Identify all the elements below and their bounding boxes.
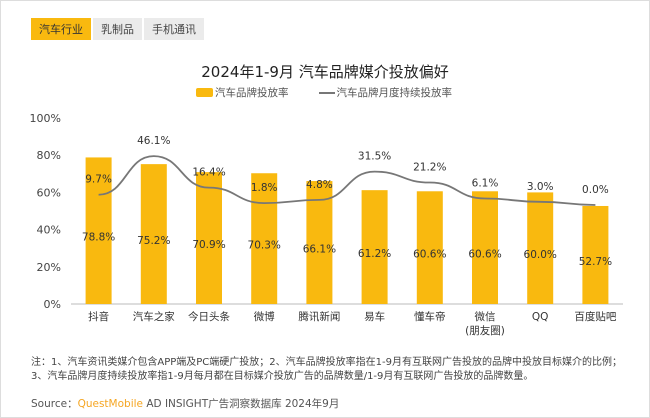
line-label: 4.8% (306, 179, 333, 191)
x-tick-label: QQ (532, 311, 549, 323)
bar (251, 173, 278, 304)
industry-tabs: 汽车行业 乳制品 手机通讯 (31, 18, 204, 40)
bar-label: 61.2% (358, 248, 391, 260)
line-label: 31.5% (358, 151, 391, 163)
legend-bar: 汽车品牌投放率 (196, 85, 289, 100)
bar-label: 66.1% (303, 244, 336, 256)
bar-label: 52.7% (579, 256, 612, 268)
bar (527, 192, 554, 304)
bar (140, 164, 167, 304)
bar-label: 60.6% (413, 249, 446, 261)
bar (416, 191, 443, 304)
x-tick-label: 腾讯新闻 (298, 310, 340, 323)
bar-label: 60.0% (524, 249, 557, 261)
bar (306, 181, 333, 304)
footnote: 注：1、汽车资讯类媒介包含APP端及PC端硬广投放；2、汽车品牌投放率指在1-9… (31, 357, 622, 382)
y-tick-label: 80% (37, 149, 61, 162)
line-label: 21.2% (413, 162, 446, 174)
bar-label: 70.3% (248, 240, 281, 252)
x-tick-label: 今日头条 (188, 310, 230, 323)
brand-name: QuestMobile (77, 398, 143, 410)
line-label: 46.1% (137, 135, 170, 147)
bar-label: 75.2% (137, 235, 170, 247)
tab-dairy[interactable]: 乳制品 (93, 18, 142, 40)
y-tick-label: 100% (30, 112, 61, 125)
x-tick-label: 易车 (364, 310, 385, 323)
line-label: 0.0% (582, 184, 609, 196)
y-tick-label: 0% (44, 298, 61, 311)
bar (196, 172, 222, 304)
line-label: 16.4% (192, 167, 225, 179)
x-tick-label: 抖音 (88, 310, 109, 323)
line-label: 9.7% (85, 174, 112, 186)
x-tick-label: 懂车帝 (414, 310, 446, 323)
source: Source：QuestMobile AD INSIGHT广告洞察数据库 202… (31, 398, 340, 410)
legend-line: 汽车品牌月度持续投放率 (318, 85, 452, 100)
bar (582, 205, 609, 304)
bar-label: 70.9% (192, 239, 225, 251)
x-tick-label: 百度贴吧 (574, 310, 616, 323)
chart-svg: 0% 20% 40% 60% 80% 100% 78.8% 抖音 75.2% 汽车之家 70.9% 今… (30, 112, 623, 337)
y-tick-label: 40% (37, 224, 61, 237)
line-label: 1.8% (251, 182, 278, 194)
bar (85, 157, 112, 304)
x-tick-label: (朋友圈) (465, 324, 505, 337)
tab-phone[interactable]: 手机通讯 (144, 18, 204, 40)
tab-auto[interactable]: 汽车行业 (31, 18, 91, 40)
line-label: 6.1% (472, 178, 499, 190)
y-tick-label: 20% (37, 261, 61, 274)
bar (472, 191, 498, 304)
bar-label: 60.6% (468, 249, 501, 261)
x-tick-label: 微信 (475, 310, 496, 323)
x-tick-label: 微博 (254, 310, 275, 323)
bar-label: 78.8% (82, 232, 115, 244)
line-label: 3.0% (527, 181, 554, 193)
line-series (98, 155, 596, 206)
chart-title: 2024年1-9月 汽车品牌媒介投放偏好 (201, 63, 449, 81)
y-tick-label: 60% (37, 186, 61, 199)
legend: 汽车品牌投放率 汽车品牌月度持续投放率 (196, 85, 452, 100)
bar (361, 190, 388, 304)
x-tick-label: 汽车之家 (133, 310, 175, 323)
